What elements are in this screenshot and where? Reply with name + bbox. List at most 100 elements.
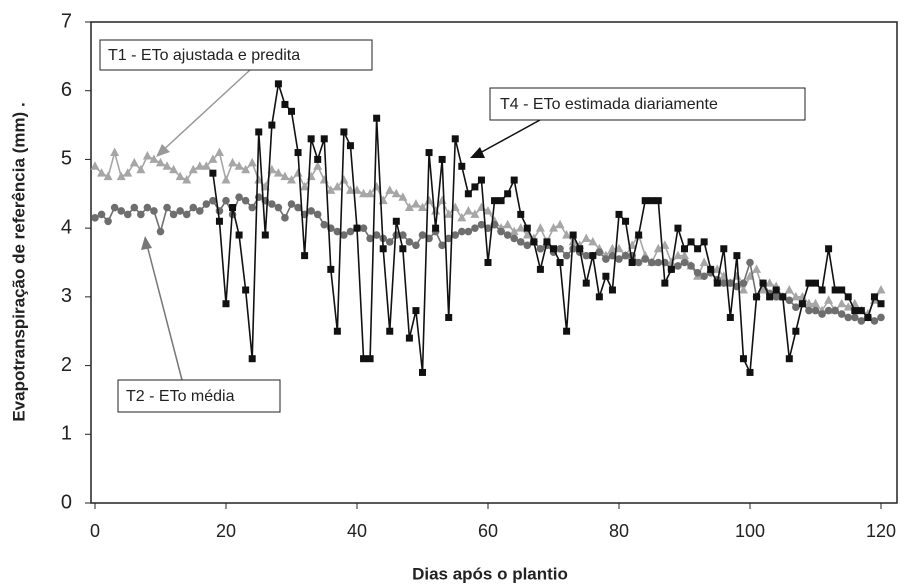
point [182, 210, 191, 219]
annotation: T2 - ETo média [126, 388, 235, 405]
point [607, 243, 617, 253]
point [818, 286, 826, 294]
point [365, 188, 375, 198]
point [497, 227, 505, 236]
x-tick-label: 80 [609, 521, 629, 541]
point [739, 279, 748, 287]
point [372, 231, 381, 239]
point [753, 293, 761, 301]
point [320, 220, 329, 229]
point [379, 245, 387, 253]
point [110, 147, 120, 157]
x-tick-label: 0 [90, 521, 100, 541]
x-tick-label: 60 [478, 521, 498, 541]
point [201, 161, 211, 170]
point [248, 203, 256, 212]
point [182, 175, 192, 184]
point [510, 234, 518, 243]
point [758, 284, 768, 294]
point [332, 181, 342, 191]
point [864, 313, 872, 321]
point [608, 251, 617, 260]
y-tick-label: 5 [61, 148, 72, 170]
point [97, 168, 107, 177]
point [556, 259, 564, 266]
point [156, 157, 165, 167]
point [680, 250, 689, 260]
point [569, 244, 577, 253]
point [444, 234, 453, 243]
point [530, 238, 538, 246]
point [516, 238, 525, 246]
point [451, 231, 460, 239]
point [556, 244, 564, 253]
point [359, 188, 369, 198]
y-axis-label: Evapotranspiração de referência (mm) . [9, 102, 28, 421]
point [288, 107, 295, 115]
point [419, 368, 426, 376]
point [870, 293, 878, 301]
point [673, 250, 683, 260]
point [208, 154, 218, 163]
point [877, 313, 885, 322]
point [162, 161, 172, 170]
point [726, 313, 734, 321]
point [785, 296, 794, 305]
y-tick-label: 0 [61, 491, 72, 513]
point [510, 176, 518, 184]
point [313, 161, 323, 170]
point [234, 161, 244, 170]
point [504, 190, 512, 198]
point [242, 286, 250, 294]
point [411, 199, 421, 208]
point [811, 298, 820, 308]
point [720, 279, 728, 287]
point [837, 310, 846, 318]
point [418, 231, 427, 239]
point [843, 302, 853, 311]
y-tick-label: 2 [61, 354, 72, 376]
point [484, 259, 492, 266]
point [458, 162, 466, 170]
point [804, 298, 814, 308]
point [707, 265, 715, 273]
point [457, 212, 467, 222]
point [235, 193, 243, 202]
point [681, 245, 688, 253]
point [268, 121, 276, 129]
point [117, 207, 125, 215]
point [667, 265, 675, 273]
point [130, 203, 139, 212]
annotation: T4 - ETo estimada diariamente [500, 96, 718, 113]
point [779, 293, 787, 301]
point [621, 251, 630, 260]
point [765, 278, 775, 287]
annotation-arrow [146, 244, 183, 381]
point [857, 307, 865, 315]
point [175, 171, 185, 181]
point [877, 300, 885, 308]
point [844, 293, 852, 301]
point [792, 327, 800, 335]
point [589, 252, 597, 260]
y-tick-label: 7 [61, 10, 72, 32]
point [588, 236, 598, 246]
point [824, 295, 834, 304]
point [123, 168, 133, 177]
point [228, 157, 238, 167]
point [824, 306, 833, 315]
point [110, 203, 119, 212]
point [680, 258, 689, 267]
point [313, 210, 322, 219]
point [391, 188, 401, 198]
point [503, 219, 513, 229]
point [176, 207, 184, 215]
point [346, 227, 355, 236]
point [608, 286, 616, 294]
point [287, 200, 296, 208]
point [195, 161, 205, 170]
point [438, 155, 446, 163]
point [477, 176, 485, 184]
x-tick-label: 40 [347, 521, 367, 541]
point [97, 210, 106, 219]
